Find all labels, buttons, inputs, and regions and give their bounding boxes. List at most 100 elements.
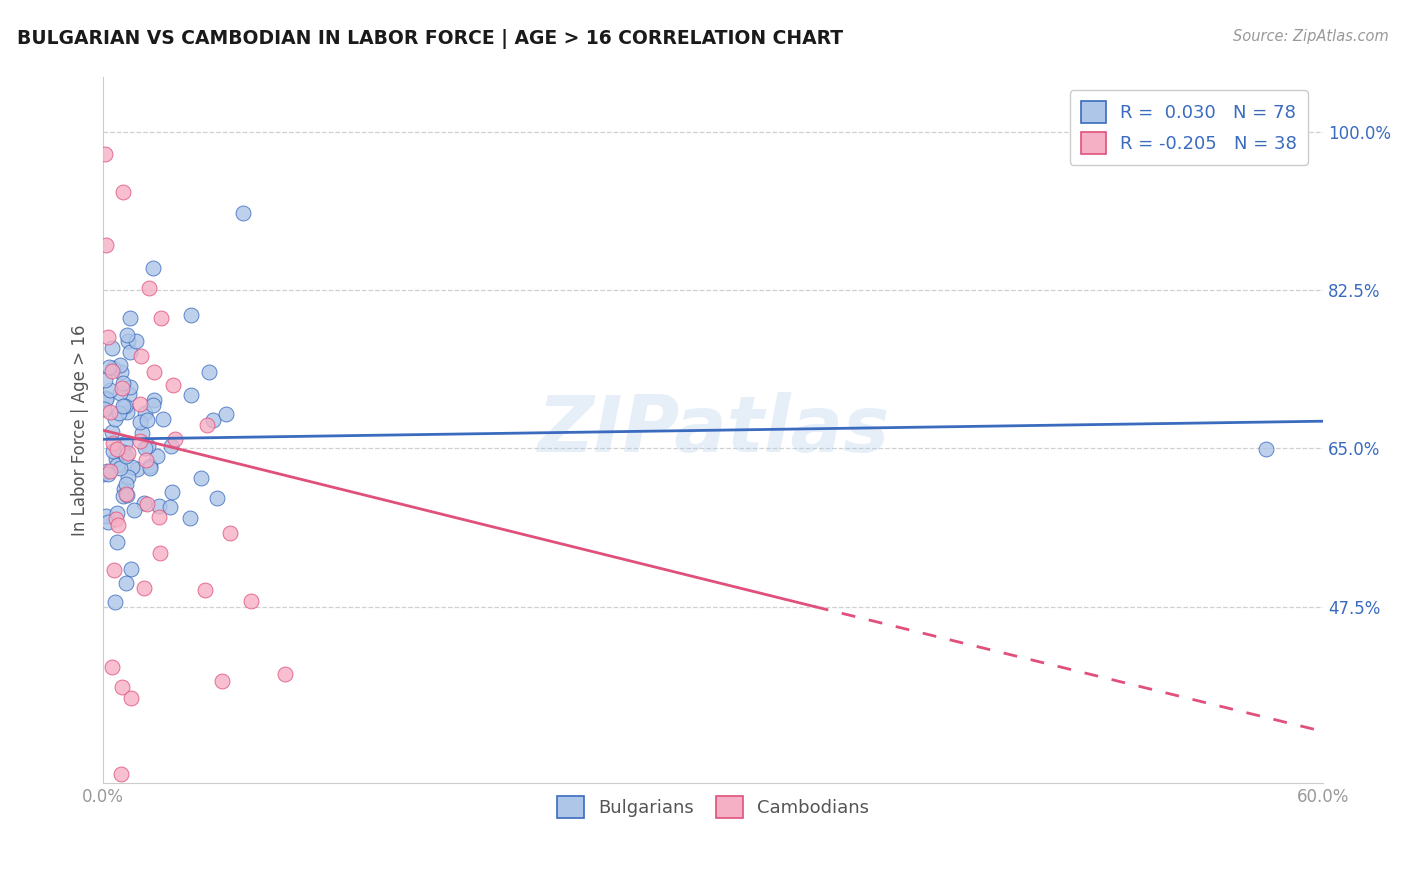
Point: [129, 397, 152, 411]
Text: ZIPatlas: ZIPatlas: [537, 392, 889, 468]
Point: [162, 378, 184, 392]
Point: [150, 311, 173, 326]
Point: [180, 387, 202, 401]
Point: [105, 511, 128, 525]
Point: [97, 330, 120, 344]
Point: [101, 360, 124, 375]
Point: [115, 405, 138, 419]
Point: [195, 417, 218, 432]
Point: [101, 435, 124, 450]
Point: [239, 593, 262, 607]
Point: [114, 487, 136, 501]
Point: [103, 563, 125, 577]
Point: [125, 462, 148, 476]
Point: [91, 467, 114, 482]
Point: [120, 562, 142, 576]
Point: [112, 399, 135, 413]
Point: [211, 674, 233, 689]
Point: [145, 449, 167, 463]
Point: [120, 345, 142, 359]
Point: [134, 581, 156, 595]
Point: [114, 399, 136, 413]
Point: [110, 365, 132, 379]
Point: [98, 404, 121, 418]
Point: [117, 334, 139, 349]
Point: [111, 376, 134, 390]
Point: [111, 445, 134, 459]
Point: [100, 425, 122, 440]
Point: [115, 488, 138, 502]
Point: [93, 401, 115, 416]
Point: [117, 470, 139, 484]
Point: [96, 464, 118, 478]
Point: [215, 407, 238, 421]
Point: [142, 392, 165, 407]
Point: [135, 497, 157, 511]
Point: [274, 667, 297, 681]
Point: [129, 350, 152, 364]
Point: [117, 446, 139, 460]
Point: [97, 467, 120, 481]
Point: [159, 439, 181, 453]
Point: [121, 459, 143, 474]
Point: [190, 471, 212, 485]
Point: [149, 546, 172, 560]
Point: [114, 476, 136, 491]
Point: [115, 576, 138, 591]
Point: [97, 515, 120, 529]
Legend: Bulgarians, Cambodians: Bulgarians, Cambodians: [550, 789, 876, 825]
Point: [163, 432, 186, 446]
Point: [132, 496, 155, 510]
Point: [131, 425, 153, 440]
Point: [138, 281, 160, 295]
Point: [94, 372, 117, 386]
Point: [103, 595, 125, 609]
Point: [121, 690, 143, 705]
Point: [129, 415, 152, 429]
Point: [232, 206, 254, 220]
Point: [180, 309, 202, 323]
Point: [120, 379, 142, 393]
Point: [112, 489, 135, 503]
Point: [104, 412, 127, 426]
Point: [94, 147, 117, 161]
Point: [108, 460, 131, 475]
Point: [148, 510, 170, 524]
Point: [194, 582, 217, 597]
Point: [101, 341, 124, 355]
Point: [110, 767, 132, 781]
Y-axis label: In Labor Force | Age > 16: In Labor Force | Age > 16: [72, 325, 89, 536]
Point: [115, 449, 138, 463]
Point: [138, 439, 160, 453]
Point: [94, 237, 117, 252]
Point: [111, 681, 134, 695]
Point: [105, 442, 128, 457]
Point: [135, 413, 157, 427]
Point: [152, 411, 174, 425]
Point: [120, 311, 142, 326]
Point: [125, 334, 148, 349]
Text: Source: ZipAtlas.com: Source: ZipAtlas.com: [1233, 29, 1389, 44]
Point: [114, 436, 136, 450]
Point: [105, 506, 128, 520]
Point: [218, 526, 240, 541]
Point: [94, 509, 117, 524]
Point: [108, 358, 131, 372]
Point: [105, 458, 128, 472]
Point: [122, 503, 145, 517]
Point: [101, 660, 124, 674]
Point: [117, 387, 139, 401]
Point: [108, 386, 131, 401]
Point: [111, 381, 134, 395]
Point: [128, 434, 150, 448]
Point: [105, 535, 128, 549]
Point: [142, 398, 165, 412]
Point: [94, 391, 117, 405]
Point: [138, 460, 160, 475]
Point: [160, 484, 183, 499]
Point: [142, 260, 165, 275]
Point: [148, 499, 170, 513]
Text: BULGARIAN VS CAMBODIAN IN LABOR FORCE | AGE > 16 CORRELATION CHART: BULGARIAN VS CAMBODIAN IN LABOR FORCE | …: [17, 29, 844, 48]
Point: [117, 328, 139, 343]
Point: [142, 365, 165, 379]
